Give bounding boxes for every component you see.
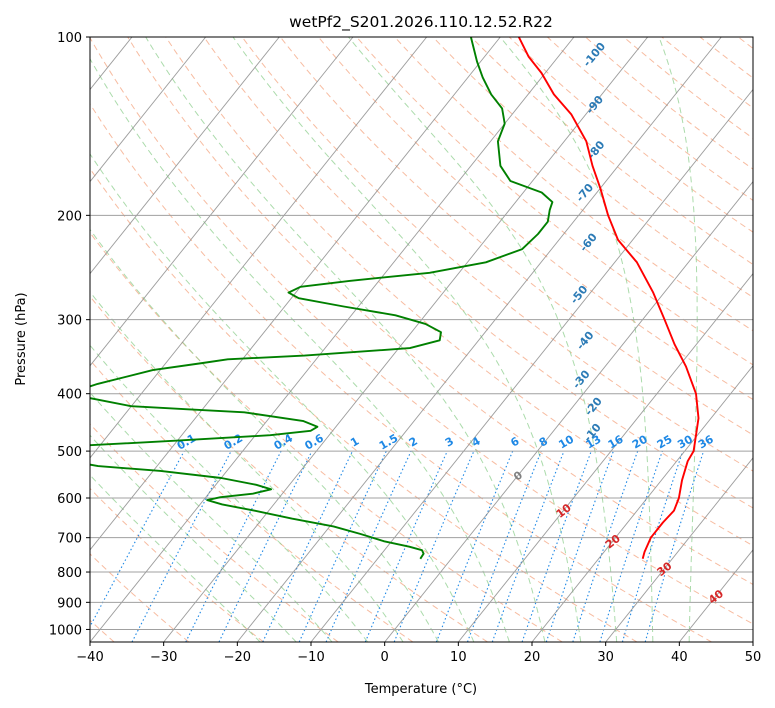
x-tick-label: −10	[297, 650, 324, 665]
x-tick-label: 10	[450, 650, 467, 665]
isotherm-line	[457, 272, 753, 642]
moist-adiabat-line	[90, 291, 404, 642]
mixing-ratio-line	[298, 450, 387, 642]
mixing-ratio-line	[218, 450, 313, 642]
y-tick-label: 500	[57, 445, 82, 460]
dry-adiabat-line	[470, 37, 753, 266]
y-tick-label: 400	[57, 388, 82, 403]
axes-ticks: −40 −30 −20 −10 0 10 20 30 40 50 100 200 300 400 500 60…	[49, 31, 761, 665]
isotherm-line	[163, 37, 649, 642]
moist-adiabat-line	[499, 37, 654, 642]
dry-adiabat-line	[90, 295, 488, 642]
mixing-ratio-line	[599, 450, 663, 642]
mixing-ratio-line	[521, 450, 592, 642]
dry-adiabat-line	[508, 37, 753, 233]
dry-adiabat-line	[165, 37, 753, 547]
mixing-ratio-line	[262, 450, 353, 642]
y-tick-label: 1000	[49, 623, 82, 638]
moist-adiabat-line	[658, 37, 698, 642]
moist-adiabat-line	[90, 474, 261, 642]
mixing-ratio-line	[644, 450, 705, 642]
chart-title: wetPf2_S201.2026.110.12.52.R22	[289, 13, 553, 32]
isotherm-line	[384, 180, 753, 642]
moist-adiabat-line	[90, 434, 297, 642]
plot-area: 0.1 0.2 0.4 0.6 1 1.5 2 3 4 6 8 10 13 16 20 25 30 3601020…	[90, 37, 753, 642]
isotherm-line	[90, 37, 501, 551]
y-axis-label: Pressure (hPa)	[14, 292, 29, 385]
isotherm-line	[605, 457, 753, 642]
temperature-profile-line	[517, 37, 700, 560]
dry-adiabat-line	[90, 37, 753, 625]
y-tick-label: 100	[57, 31, 82, 46]
y-tick-label: 800	[57, 566, 82, 581]
y-tick-label: 900	[57, 596, 82, 611]
mixing-ratio-line	[325, 450, 412, 642]
dry-adiabat-line	[90, 102, 712, 642]
mixing-ratio-line	[545, 450, 614, 642]
x-tick-label: 20	[524, 650, 541, 665]
moist-adiabat-line	[90, 153, 475, 642]
mixing-ratio-line	[90, 450, 185, 628]
isotherm-line	[90, 37, 354, 367]
dry-adiabat-line	[318, 37, 753, 401]
dry-adiabat-line	[90, 231, 563, 642]
y-tick-label: 300	[57, 314, 82, 329]
x-axis-label: Temperature (°C)	[364, 682, 477, 697]
isotherm-line	[310, 88, 753, 642]
x-tick-label: 0	[381, 650, 389, 665]
x-tick-label: −40	[76, 650, 103, 665]
plot-frame	[89, 36, 754, 643]
moist-adiabat-line	[232, 37, 582, 642]
x-tick-label: 40	[671, 650, 688, 665]
isotherm-line	[90, 37, 207, 183]
dewpoint-profile-line	[90, 37, 554, 560]
isotherm-line	[90, 37, 428, 459]
moist-adiabat-line	[90, 57, 510, 642]
x-tick-label: −20	[224, 650, 251, 665]
mixing-ratio-line	[364, 450, 448, 642]
isotherm-line	[236, 37, 722, 642]
y-tick-label: 200	[57, 209, 82, 224]
dry-adiabat-line	[432, 37, 753, 298]
y-tick-label: 600	[57, 492, 82, 507]
dry-adiabat-line	[279, 37, 753, 436]
mixing-ratio-line	[572, 450, 639, 642]
isotherm-line	[531, 365, 753, 642]
dry-adiabat-line	[203, 37, 753, 509]
y-tick-label: 700	[57, 532, 82, 547]
mixing-ratio-line	[393, 450, 475, 642]
moist-adiabat-line	[90, 228, 439, 642]
moist-adiabat-line	[90, 344, 369, 642]
isotherm-line	[90, 37, 575, 642]
dry-adiabat-line	[90, 423, 339, 642]
mixing-ratio-line	[621, 450, 684, 642]
isotherm-line	[90, 37, 280, 275]
x-tick-label: 30	[597, 650, 614, 665]
x-tick-label: −30	[150, 650, 177, 665]
x-tick-label: 50	[745, 650, 762, 665]
